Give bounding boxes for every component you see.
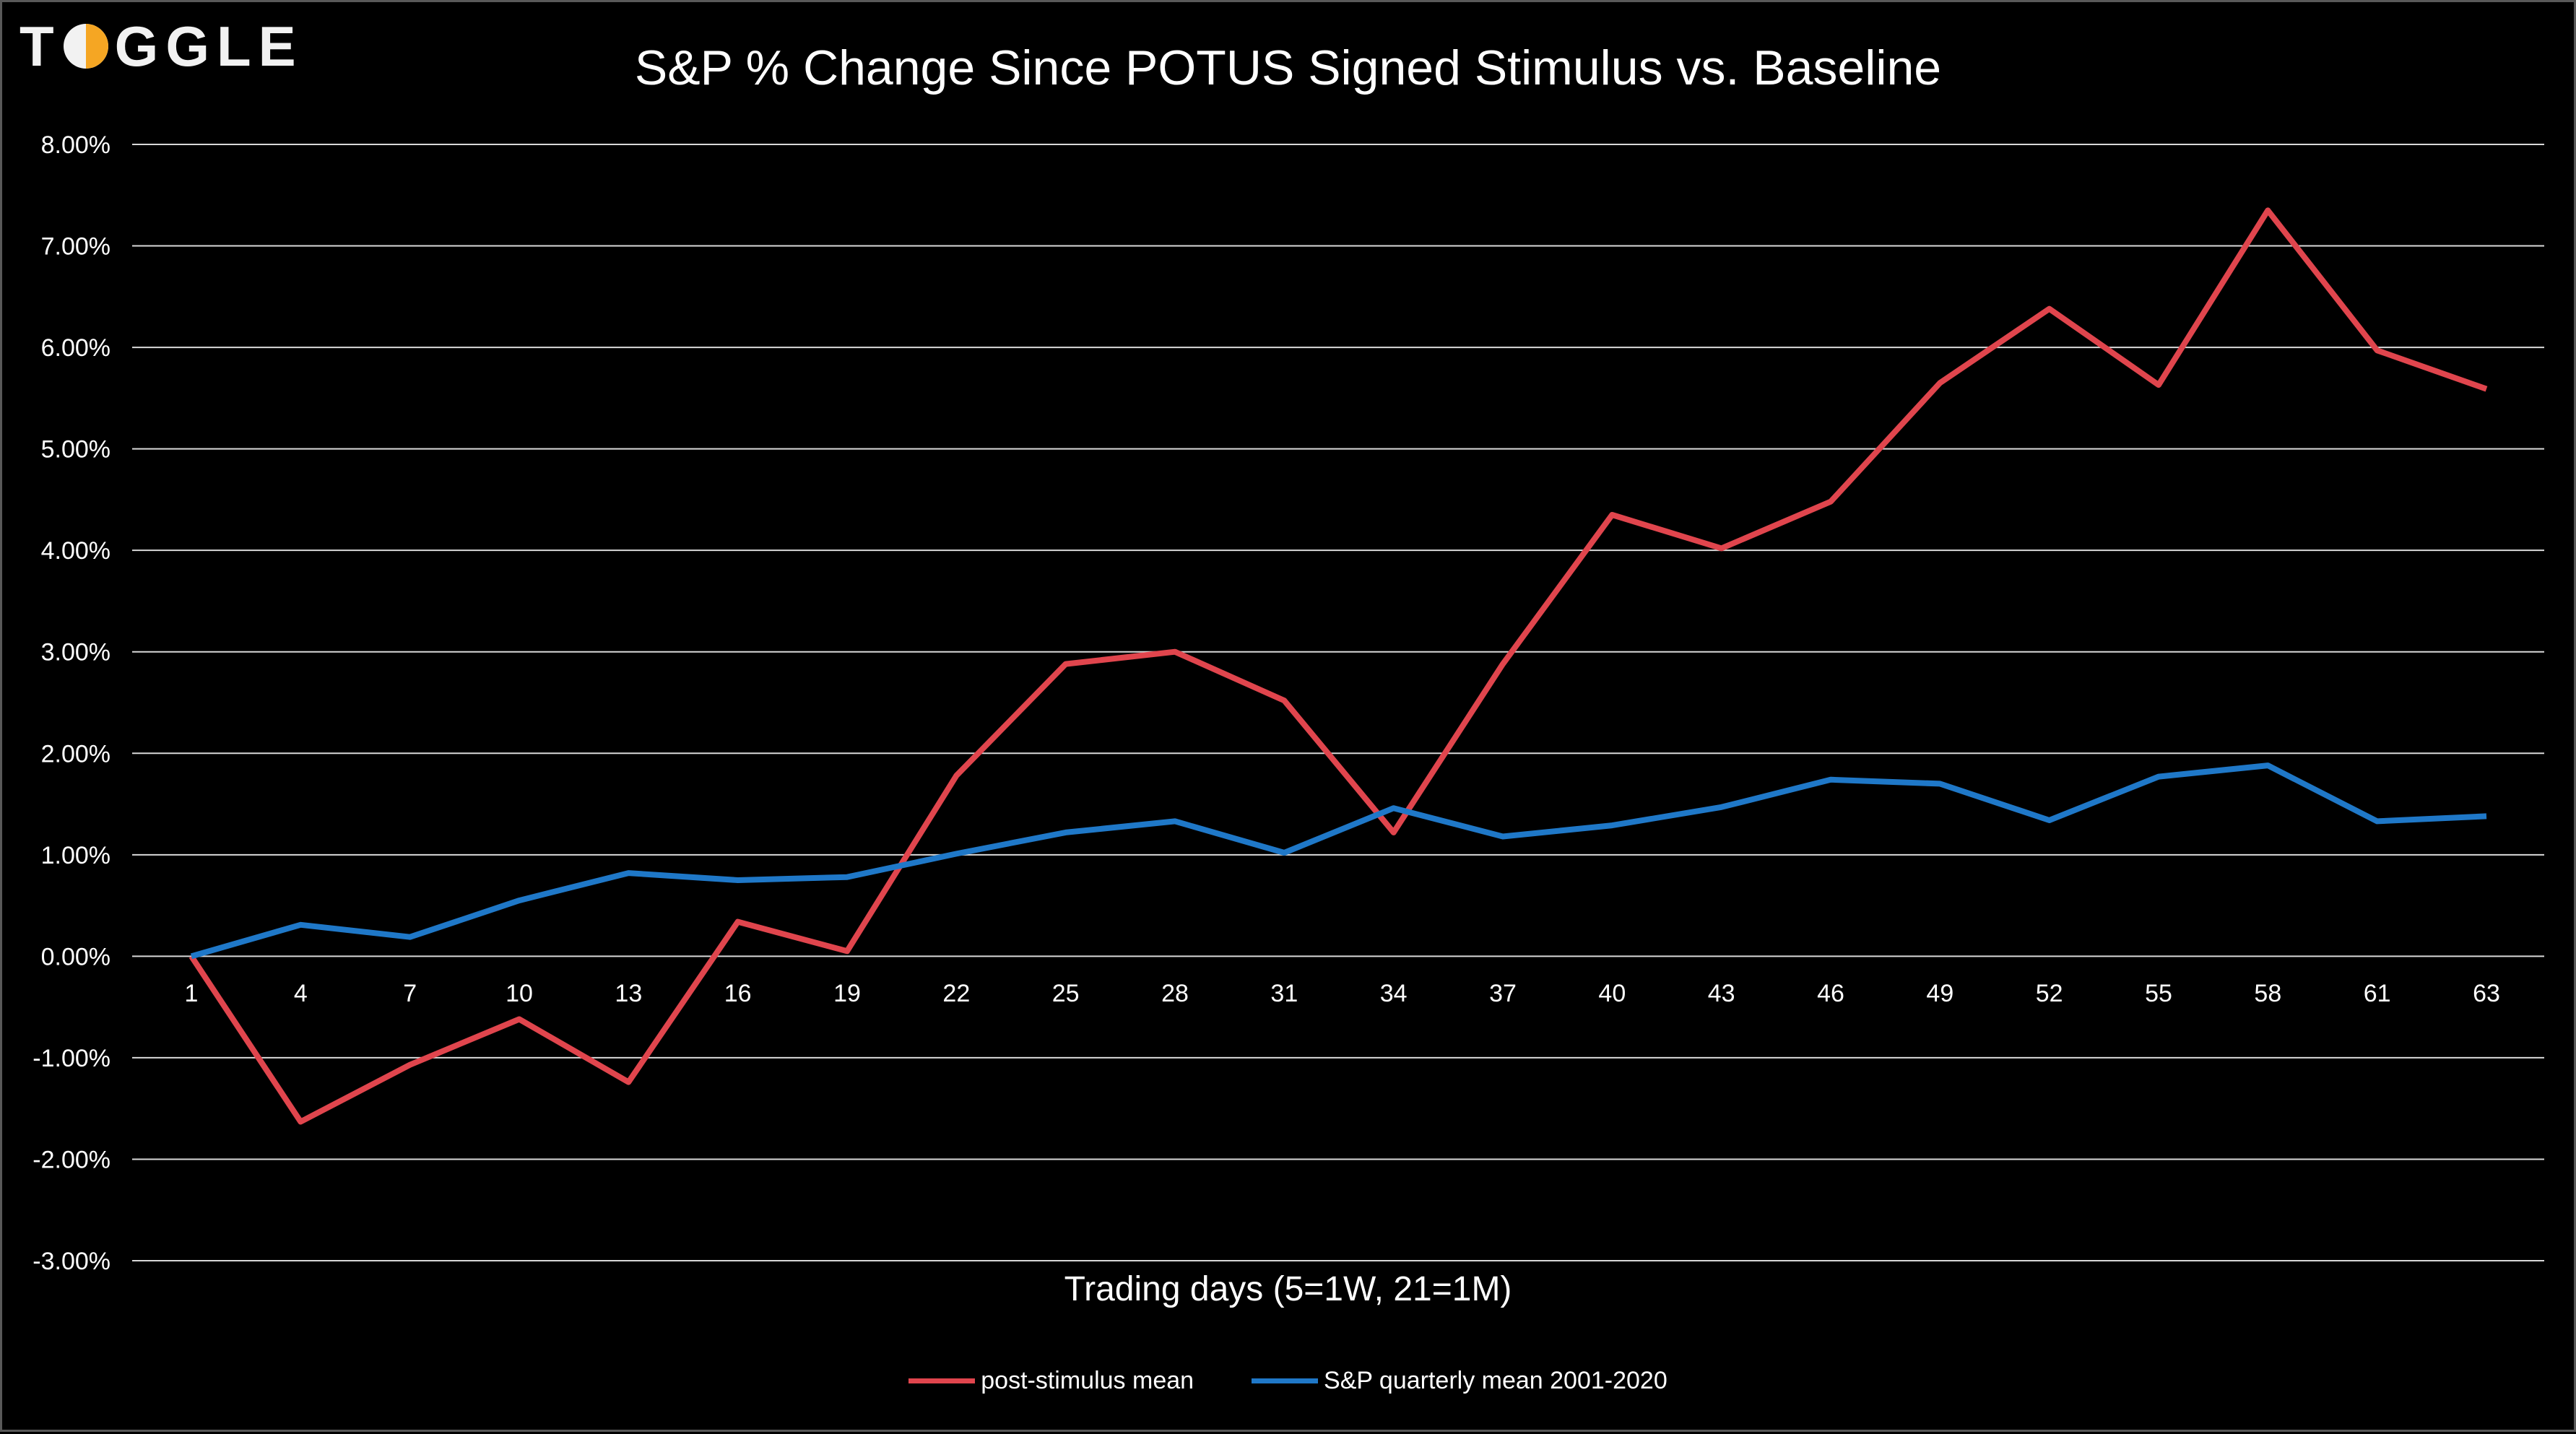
legend-item-sp-baseline: S&P quarterly mean 2001-2020	[1252, 1367, 1668, 1395]
x-tick-label: 37	[1489, 980, 1517, 1007]
y-tick-label: -2.00%	[32, 1146, 110, 1173]
y-tick-label: 4.00%	[41, 537, 110, 565]
x-tick-label: 19	[833, 980, 861, 1007]
y-tick-label: 8.00%	[41, 131, 110, 159]
legend: post-stimulus mean S&P quarterly mean 20…	[2, 1367, 2574, 1395]
x-tick-label: 10	[506, 980, 533, 1007]
legend-label-post-stimulus: post-stimulus mean	[981, 1367, 1194, 1394]
y-tick-label: 1.00%	[41, 842, 110, 869]
series-lines	[188, 207, 2488, 1125]
y-tick-label: -1.00%	[32, 1045, 110, 1072]
y-tick-label: 7.00%	[41, 233, 110, 261]
toggle-logo: T GGLE	[19, 18, 303, 74]
x-tick-label: 7	[403, 980, 417, 1007]
x-tick-label: 61	[2364, 980, 2391, 1007]
x-tick-label: 25	[1052, 980, 1080, 1007]
series-line-sp-baseline	[190, 762, 2487, 960]
x-axis-title: Trading days (5=1W, 21=1M)	[1064, 1270, 1512, 1308]
logo-o-icon	[61, 22, 110, 71]
x-tick-label: 49	[1926, 980, 1953, 1007]
x-tick-label: 34	[1380, 980, 1408, 1007]
x-tick-label: 43	[1708, 980, 1735, 1007]
logo-text-left: T	[19, 14, 61, 78]
y-tick-label: -3.00%	[32, 1248, 110, 1275]
x-tick-label: 16	[724, 980, 752, 1007]
legend-swatch-post-stimulus	[908, 1378, 976, 1383]
legend-label-sp-baseline: S&P quarterly mean 2001-2020	[1324, 1367, 1668, 1394]
x-tick-label: 31	[1270, 980, 1298, 1007]
y-tick-label: 0.00%	[41, 943, 110, 970]
x-tick-label: 13	[615, 980, 642, 1007]
gridlines	[132, 144, 2544, 1261]
x-tick-label: 58	[2254, 980, 2281, 1007]
x-tick-label: 28	[1161, 980, 1189, 1007]
legend-swatch-sp-baseline	[1252, 1378, 1319, 1383]
y-tick-label: 3.00%	[41, 639, 110, 666]
x-tick-label: 4	[294, 980, 308, 1007]
x-tick-label: 46	[1817, 980, 1844, 1007]
y-tick-label: 5.00%	[41, 436, 110, 464]
series-line-post-stimulus	[188, 207, 2488, 1125]
logo-text-right: GGLE	[114, 14, 303, 78]
x-tick-label: 63	[2473, 980, 2500, 1007]
legend-item-post-stimulus: post-stimulus mean	[908, 1367, 1194, 1395]
y-axis-ticks: 8.00% 7.00% 6.00% 5.00% 4.00% 3.00% 2.00% 1.00%…	[32, 131, 110, 1275]
x-tick-label: 52	[2036, 980, 2063, 1007]
x-axis-ticks: 1 4 7 10 13 16 19 22 25 28 31 34 37 40 43 46 49 52 55 58 61 6…	[185, 980, 2500, 1007]
chart-title: S&P % Change Since POTUS Signed Stimulus…	[634, 40, 1942, 95]
x-tick-label: 40	[1598, 980, 1626, 1007]
x-tick-label: 55	[2145, 980, 2172, 1007]
x-tick-label: 22	[942, 980, 970, 1007]
y-tick-label: 2.00%	[41, 740, 110, 768]
x-tick-label: 1	[185, 980, 199, 1007]
y-tick-label: 6.00%	[41, 334, 110, 362]
